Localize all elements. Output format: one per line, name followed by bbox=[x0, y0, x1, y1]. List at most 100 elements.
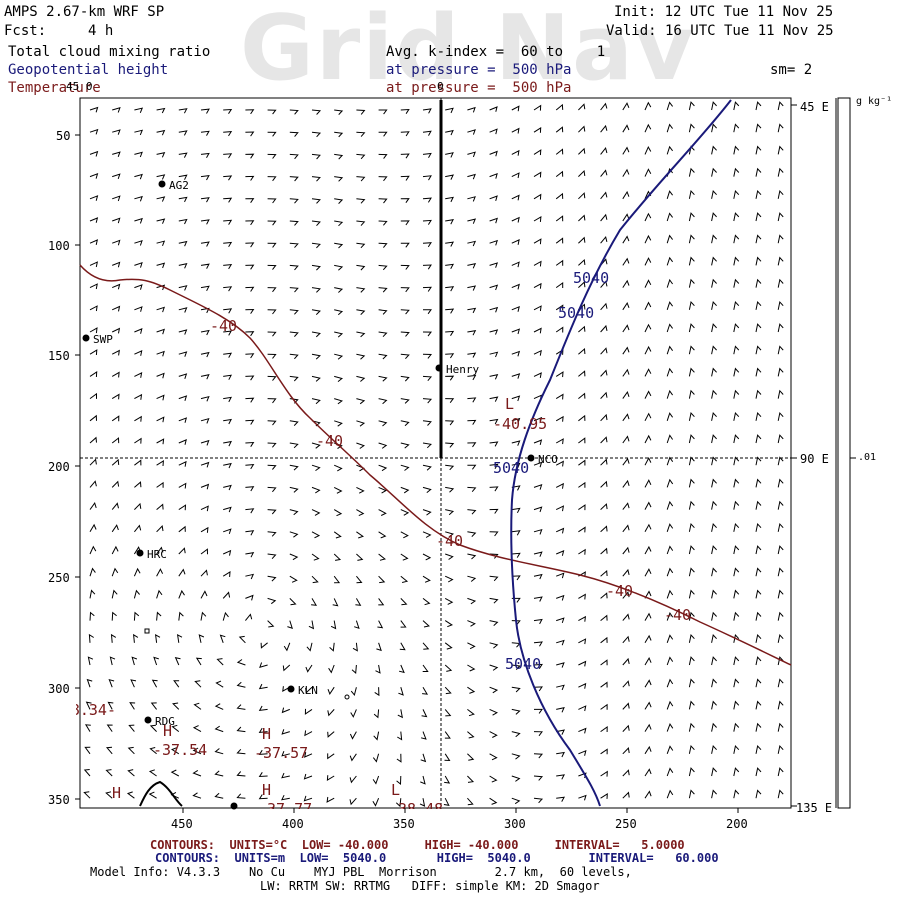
wind-barb bbox=[178, 329, 188, 335]
wind-barb bbox=[89, 589, 96, 599]
wind-barb bbox=[711, 789, 717, 799]
wind-barb bbox=[400, 575, 409, 583]
wind-barb bbox=[334, 353, 344, 360]
wind-barb bbox=[644, 368, 652, 377]
wind-barb bbox=[334, 198, 344, 204]
wind-barb bbox=[688, 212, 695, 222]
wind-barb bbox=[733, 700, 740, 710]
wind-barb bbox=[622, 724, 630, 732]
wind-barb bbox=[378, 420, 388, 427]
wind-barb bbox=[511, 530, 521, 536]
wind-barb bbox=[422, 531, 432, 538]
grid-nav-watermark: Grid Nav bbox=[240, 0, 696, 101]
wind-barb bbox=[395, 798, 402, 808]
wind-barb bbox=[327, 686, 335, 695]
wind-barb bbox=[107, 701, 114, 710]
wind-barb bbox=[373, 731, 380, 741]
wind-barb bbox=[422, 664, 429, 672]
wind-barb bbox=[334, 176, 344, 182]
y-tick-label: 50 bbox=[56, 129, 71, 143]
wind-barb bbox=[303, 795, 313, 802]
wind-barb bbox=[666, 323, 674, 333]
wind-barb bbox=[245, 530, 255, 536]
wind-barb bbox=[156, 416, 165, 423]
wind-barb bbox=[89, 172, 99, 179]
wind-barb bbox=[245, 331, 255, 337]
wind-barb bbox=[467, 196, 476, 202]
wind-barb bbox=[356, 442, 365, 449]
wind-barb bbox=[334, 109, 344, 115]
wind-barb bbox=[688, 323, 695, 333]
wind-barb bbox=[178, 439, 187, 445]
wind-barb bbox=[644, 145, 652, 155]
wind-barb bbox=[511, 664, 521, 670]
wind-barb bbox=[711, 478, 717, 488]
wind-barb bbox=[133, 567, 141, 577]
wind-barb bbox=[688, 256, 695, 266]
wind-barb bbox=[329, 642, 335, 652]
wind-barb bbox=[489, 441, 499, 447]
wind-barb bbox=[733, 145, 740, 155]
wind-barb bbox=[600, 191, 608, 200]
wind-barb bbox=[489, 463, 499, 469]
high-value: -37.54 bbox=[153, 741, 208, 759]
wind-barb bbox=[489, 374, 499, 380]
wind-barb bbox=[178, 611, 184, 621]
wind-barb bbox=[711, 189, 717, 199]
wind-barb bbox=[422, 264, 432, 270]
wind-barb bbox=[89, 501, 97, 510]
wind-barb bbox=[600, 458, 608, 466]
wind-barb bbox=[111, 415, 120, 422]
wind-barb bbox=[688, 478, 695, 488]
wind-barb bbox=[156, 372, 165, 379]
x-tick-label: 400 bbox=[282, 817, 304, 831]
field-temperature-label: Temperature bbox=[8, 80, 101, 96]
wind-barb bbox=[334, 287, 344, 293]
wind-barb bbox=[489, 418, 499, 425]
wind-barb bbox=[134, 437, 142, 444]
wind-barb bbox=[200, 526, 209, 533]
wind-barb bbox=[777, 278, 784, 288]
wind-barb bbox=[533, 215, 542, 222]
wind-barb bbox=[111, 393, 120, 400]
wind-barb bbox=[354, 620, 360, 629]
wind-barb bbox=[711, 145, 717, 155]
wind-barb bbox=[644, 168, 652, 177]
wind-barb bbox=[223, 418, 232, 425]
wind-barb bbox=[422, 108, 432, 114]
wind-barb bbox=[600, 124, 608, 133]
wind-barb bbox=[245, 397, 255, 403]
wind-barb bbox=[777, 411, 784, 421]
wind-barb bbox=[755, 212, 762, 222]
wind-barb bbox=[334, 309, 344, 316]
wind-barb bbox=[172, 702, 180, 710]
wind-barb bbox=[334, 331, 344, 338]
wind-barb bbox=[156, 350, 165, 357]
wind-barb bbox=[311, 553, 320, 561]
wind-barb bbox=[666, 256, 674, 266]
wind-barb bbox=[111, 524, 119, 533]
wind-barb bbox=[489, 553, 499, 559]
wind-barb bbox=[733, 367, 740, 377]
wind-barb bbox=[245, 375, 255, 381]
wind-barb bbox=[755, 300, 762, 310]
wind-barb bbox=[400, 153, 410, 159]
forecast-value: 4 h bbox=[88, 23, 114, 39]
wind-barb bbox=[156, 129, 166, 136]
wind-barb bbox=[688, 389, 695, 399]
wind-barb bbox=[304, 708, 313, 715]
wind-barb bbox=[109, 656, 116, 666]
wind-barb bbox=[267, 398, 277, 404]
wind-barb bbox=[134, 350, 143, 356]
wind-barb bbox=[644, 679, 652, 688]
wind-barb bbox=[398, 687, 404, 696]
height-contour-label: 5040 bbox=[505, 655, 542, 673]
wind-barb bbox=[372, 775, 380, 785]
wind-barb bbox=[112, 239, 121, 246]
wind-barb bbox=[267, 331, 277, 337]
wind-barb bbox=[489, 708, 498, 716]
wind-barb bbox=[600, 525, 608, 533]
wind-barb bbox=[733, 411, 740, 421]
wind-barb bbox=[334, 464, 343, 472]
wind-barb bbox=[733, 234, 740, 244]
